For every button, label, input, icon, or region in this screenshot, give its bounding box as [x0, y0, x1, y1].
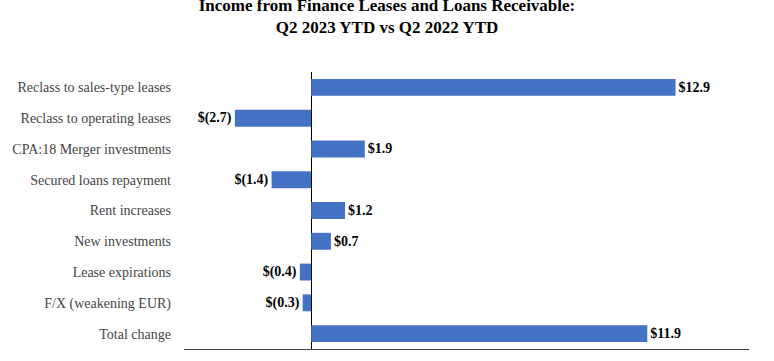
svg-text:Secured loans repayment: Secured loans repayment	[30, 173, 171, 188]
svg-text:$(0.3): $(0.3)	[265, 295, 299, 311]
svg-text:$(1.4): $(1.4)	[234, 172, 268, 188]
svg-text:$1.9: $1.9	[368, 141, 393, 156]
svg-text:Lease expirations: Lease expirations	[73, 265, 171, 280]
svg-text:Reclass to operating leases: Reclass to operating leases	[21, 111, 171, 126]
svg-text:F/X (weakening EUR): F/X (weakening EUR)	[44, 296, 171, 312]
svg-text:Total change: Total change	[99, 327, 171, 342]
svg-text:New investments: New investments	[74, 234, 171, 249]
svg-text:$11.9: $11.9	[650, 326, 681, 341]
svg-text:Reclass to sales-type leases: Reclass to sales-type leases	[17, 80, 171, 95]
svg-text:$12.9: $12.9	[679, 80, 711, 95]
svg-text:$0.7: $0.7	[334, 234, 359, 249]
svg-text:Income from Finance Leases and: Income from Finance Leases and Loans Rec…	[199, 0, 576, 37]
svg-text:CPA:18 Merger investments: CPA:18 Merger investments	[12, 142, 171, 157]
svg-text:$(2.7): $(2.7)	[198, 110, 232, 126]
svg-text:$(0.4): $(0.4)	[263, 264, 297, 280]
svg-text:$1.2: $1.2	[348, 203, 373, 218]
svg-text:Rent increases: Rent increases	[90, 203, 171, 218]
